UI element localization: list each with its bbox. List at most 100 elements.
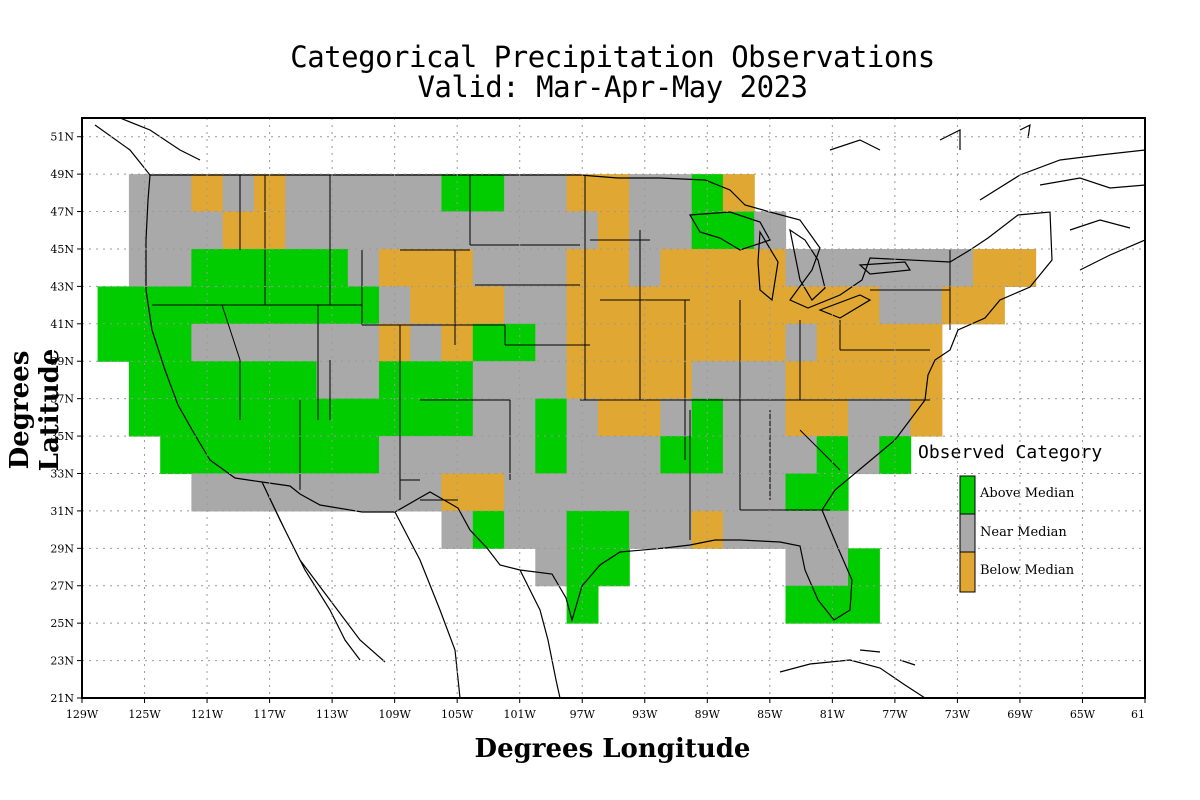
cell-38n-117w [254, 361, 286, 400]
cell-30n-81w [816, 510, 849, 549]
longitude-ticks: 129W 125W 121W 117W 113W 109W 105W 101W 97W 93W 89… [66, 698, 1146, 721]
cell-36n-77w [879, 398, 912, 437]
cell-48n-121w [191, 174, 224, 213]
lat-tick-label: 29N [50, 542, 74, 555]
cell-40n-87w [722, 323, 755, 362]
lat-tick-label: 37N [50, 393, 74, 406]
cell-48n-99w [535, 174, 568, 213]
cell-42n-97w [566, 286, 599, 325]
legend-label-near: Near Median [980, 525, 1067, 540]
cell-38n-113w [316, 361, 349, 400]
cell-48n-125w [128, 174, 161, 213]
lat-tick-label: 23N [50, 655, 74, 668]
cell-44n-99w [535, 249, 568, 287]
cell-32n-121w [191, 473, 224, 512]
cell-44n-91w [660, 249, 693, 287]
cell-42n-107w [410, 286, 443, 325]
plot-frame [81, 117, 1146, 699]
cell-38n-77w [879, 361, 912, 400]
cell-44n-109w [379, 249, 411, 287]
lat-tick-label: 33N [50, 467, 74, 480]
cell-46n-119w [222, 211, 255, 250]
cell-34n-111w [347, 436, 380, 475]
cell-44n-101w [504, 249, 536, 287]
cell-32n-111w [347, 473, 380, 512]
cell-44n-113w [316, 249, 349, 287]
cell-40n-123w [160, 323, 193, 362]
cell-36n-87w [722, 398, 755, 437]
cell-36n-121w [191, 398, 224, 437]
cell-42n-99w [535, 286, 568, 325]
cell-38n-93w [629, 361, 661, 400]
cell-44n-89w [691, 249, 724, 287]
cell-38n-79w [848, 361, 880, 400]
cell-36n-91w [660, 398, 693, 437]
cell-44n-107w [410, 249, 443, 287]
cell-42n-79w [848, 286, 880, 325]
cell-32n-93w [629, 473, 661, 512]
cell-48n-91w [660, 174, 693, 213]
cell-44n-119w [222, 249, 255, 287]
cell-44n-123w [160, 249, 193, 287]
cell-48n-119w [222, 174, 255, 213]
cell-48n-95w [597, 174, 630, 213]
cell-42n-87w [722, 286, 755, 325]
cuba-outline [779, 649, 926, 699]
cell-40n-127w [97, 323, 130, 362]
cell-38n-121w [191, 361, 224, 400]
cell-38n-103w [472, 361, 505, 400]
cell-46n-87w [722, 211, 755, 250]
cell-36n-93w [629, 398, 661, 437]
grid-lines [82, 118, 1145, 698]
cell-48n-93w [629, 174, 661, 213]
cell-38n-125w [128, 361, 161, 400]
cell-48n-103w [472, 174, 505, 213]
cell-42n-89w [691, 286, 724, 325]
cell-40n-115w [285, 323, 318, 362]
cell-32n-107w [410, 473, 443, 512]
lon-tick-label: 121W [191, 708, 224, 721]
cell-36n-103w [472, 398, 505, 437]
cell-42n-95w [597, 286, 630, 325]
cell-44n-73w [941, 249, 974, 287]
cell-44n-111w [347, 249, 380, 287]
cell-46n-91w [660, 211, 693, 250]
lat-tick-label: 35N [50, 430, 74, 443]
cell-36n-75w [910, 398, 943, 437]
cell-38n-85w [754, 361, 787, 400]
canada-coast [94, 117, 1146, 271]
legend-label-below: Below Median [980, 563, 1075, 578]
cell-36n-117w [254, 398, 286, 437]
cell-38n-97w [566, 361, 599, 400]
lat-tick-label: 49N [50, 168, 74, 181]
cell-34n-119w [222, 436, 255, 475]
cell-48n-101w [504, 174, 536, 213]
cell-36n-123w [160, 398, 193, 437]
cell-30n-105w [441, 510, 474, 549]
lon-tick-label: 77W [882, 708, 908, 721]
cell-42n-103w [472, 286, 505, 325]
cell-34n-95w [597, 436, 630, 475]
cell-36n-105w [441, 398, 474, 437]
cell-42n-101w [504, 286, 536, 325]
cell-30n-97w [566, 510, 599, 549]
lat-tick-label: 21N [50, 692, 74, 705]
cell-30n-93w [629, 510, 661, 549]
cell-28n-79w [848, 548, 880, 587]
lon-tick-label: 101W [504, 708, 537, 721]
cell-36n-89w [691, 398, 724, 437]
lat-tick-label: 43N [50, 280, 74, 293]
cell-42n-127w [97, 286, 130, 325]
cell-44n-71w [973, 249, 1005, 287]
cell-30n-95w [597, 510, 630, 549]
cell-48n-111w [347, 174, 380, 213]
cell-44n-121w [191, 249, 224, 287]
lon-tick-label: 89W [695, 708, 721, 721]
cell-40n-75w [910, 323, 943, 362]
cell-42n-93w [629, 286, 661, 325]
cell-44n-125w [128, 249, 161, 287]
cell-44n-103w [472, 249, 505, 287]
cell-38n-81w [816, 361, 849, 400]
cell-34n-107w [410, 436, 443, 475]
